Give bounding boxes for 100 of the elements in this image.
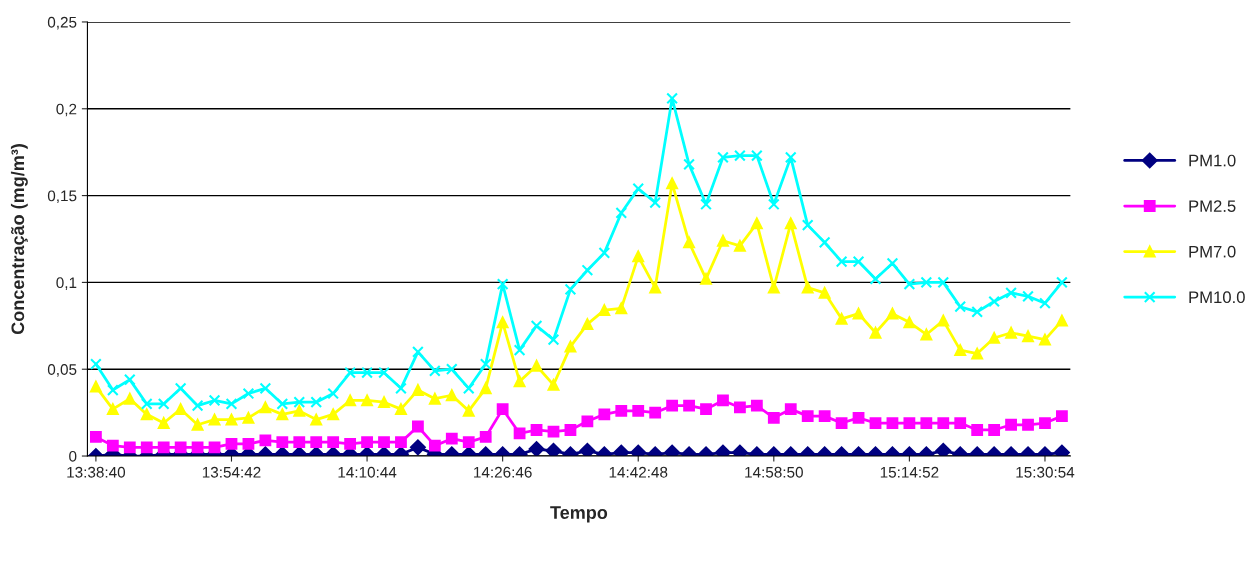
point (935, 442, 952, 457)
point (564, 283, 577, 296)
y-tick-label: 0,25 (47, 16, 77, 30)
point (920, 417, 933, 429)
point (598, 246, 611, 259)
point (1022, 330, 1034, 343)
point (954, 300, 967, 313)
point (818, 236, 831, 249)
x-tick-label: 15:30:54 (1016, 466, 1075, 478)
point (276, 408, 289, 421)
point (717, 234, 729, 247)
point (90, 431, 102, 443)
point (547, 425, 560, 438)
point (123, 373, 136, 386)
point (1039, 297, 1051, 310)
point (327, 408, 340, 421)
point (378, 366, 390, 379)
point (293, 404, 306, 417)
point (988, 295, 1001, 308)
y-tick-label: 0,05 (47, 364, 77, 377)
point (717, 394, 729, 407)
point (310, 396, 323, 409)
point (988, 424, 1001, 436)
point (920, 276, 933, 289)
point (157, 417, 170, 429)
point (971, 347, 984, 360)
point (106, 439, 119, 452)
point (462, 436, 475, 449)
point (528, 441, 545, 457)
point (632, 182, 645, 195)
point (937, 417, 950, 429)
point (683, 158, 695, 171)
point (632, 250, 645, 263)
point (649, 406, 662, 419)
point (310, 436, 323, 449)
point (174, 403, 187, 416)
point (445, 389, 458, 402)
point (581, 415, 594, 428)
point (818, 410, 831, 422)
legend-label: PM1.0 (1189, 154, 1236, 167)
x-tick-label: 14:10:44 (338, 466, 397, 478)
point (632, 404, 645, 417)
point (530, 424, 543, 436)
point (886, 307, 899, 320)
point (1005, 286, 1017, 299)
point (225, 413, 238, 426)
point (412, 345, 424, 358)
point (547, 333, 560, 346)
point (1022, 418, 1034, 431)
point (1005, 326, 1017, 339)
point (344, 366, 357, 379)
point (750, 217, 763, 230)
point (700, 403, 712, 416)
point (1039, 417, 1051, 429)
point (140, 398, 153, 410)
point (208, 413, 221, 426)
point (869, 326, 882, 339)
point (666, 92, 679, 105)
legend-label: PM7.0 (1189, 245, 1236, 258)
point (835, 312, 848, 325)
point (971, 306, 984, 318)
point (106, 384, 119, 396)
point (835, 417, 848, 429)
point (937, 314, 950, 327)
point (157, 398, 170, 410)
point (225, 398, 238, 410)
y-tick-label: 0,1 (56, 277, 77, 290)
point (784, 403, 797, 416)
point (445, 363, 458, 376)
legend-label: PM2.5 (1189, 200, 1236, 213)
point (545, 442, 562, 457)
point (903, 417, 916, 429)
point (276, 398, 289, 410)
point (869, 417, 882, 429)
point (361, 394, 373, 407)
point (732, 444, 748, 457)
point (954, 344, 967, 357)
point (886, 417, 899, 429)
point (1022, 290, 1034, 303)
x-tick-label: 13:38:40 (67, 466, 126, 478)
point (581, 264, 594, 277)
point (479, 358, 492, 370)
point (259, 401, 272, 414)
point (90, 380, 102, 393)
point (361, 436, 373, 449)
point (734, 149, 746, 162)
point (462, 382, 475, 395)
point (598, 408, 611, 421)
point (937, 276, 950, 289)
point (615, 207, 628, 219)
point (869, 273, 882, 285)
point (903, 278, 916, 291)
point (615, 404, 628, 417)
point (140, 441, 153, 454)
point (666, 177, 679, 190)
point (513, 344, 526, 357)
y-tick-label: 0,2 (56, 103, 77, 117)
point (242, 387, 255, 400)
x-tick-label: 14:26:46 (474, 466, 532, 478)
point (1005, 418, 1017, 431)
